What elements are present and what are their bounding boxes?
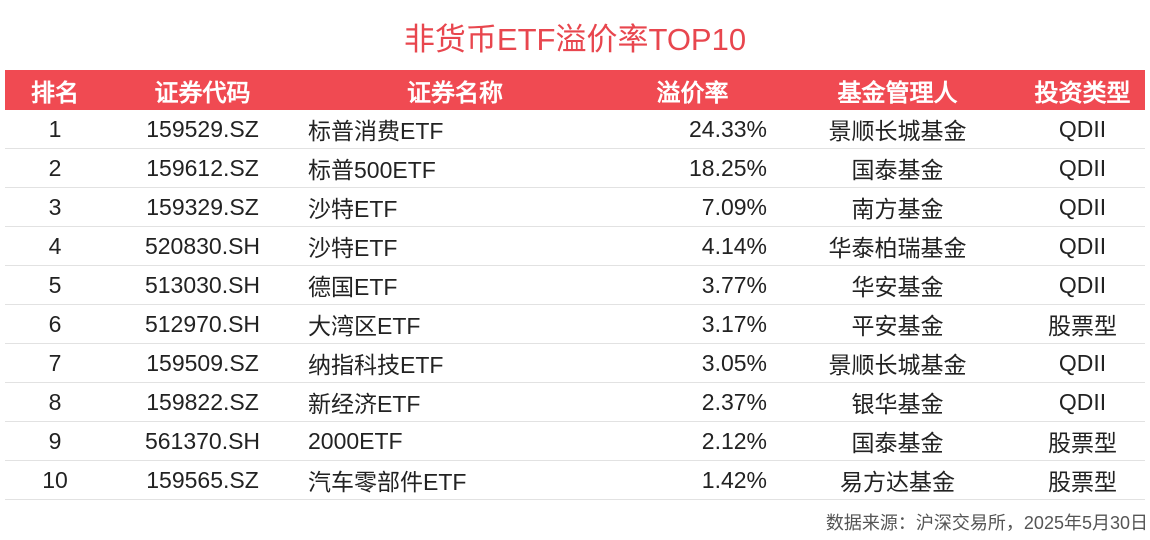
table-cell: 24.33% [610,110,775,149]
table-cell: 平安基金 [775,304,1020,344]
header-cell: 溢价率 [610,70,775,110]
table-cell: 景顺长城基金 [775,343,1020,383]
table-cell: 3.17% [610,304,775,344]
table-cell: 18.25% [610,148,775,188]
table-cell: QDII [1020,148,1145,188]
table-cell: 新经济ETF [300,382,610,422]
header-cell: 证券名称 [300,70,610,110]
table-cell: 2.37% [610,382,775,422]
table-cell: 股票型 [1020,421,1145,461]
table-cell: 159822.SZ [105,382,300,422]
table-cell: 3 [5,187,105,227]
table-cell: QDII [1020,343,1145,383]
table-cell: 2.12% [610,421,775,461]
header-cell: 排名 [5,70,105,110]
table-cell: 股票型 [1020,460,1145,500]
source-note: 数据来源：沪深交易所，2025年5月30日 [825,513,1148,533]
table-cell: 10 [5,460,105,500]
table-cell: 3.05% [610,343,775,383]
table-row: 2 159612.SZ 标普500ETF 18.25% 国泰基金 QDII [5,148,1145,188]
table-cell: 7 [5,343,105,383]
table-cell: 159612.SZ [105,148,300,188]
table-cell: 国泰基金 [775,148,1020,188]
table-cell: 2 [5,148,105,188]
title: 非货币ETF溢价率TOP10 [403,22,747,57]
table-cell: 5 [5,265,105,305]
table-cell: 4.14% [610,226,775,266]
table-cell: 6 [5,304,105,344]
table-row: 5 513030.SH 德国ETF 3.77% 华安基金 QDII [5,265,1145,305]
table-cell: 7.09% [610,187,775,227]
table-row: 7 159509.SZ 纳指科技ETF 3.05% 景顺长城基金 QDII [5,343,1145,383]
table-cell: QDII [1020,187,1145,227]
table-row: 9 561370.SH 2000ETF 2.12% 国泰基金 股票型 [5,421,1145,461]
table-cell: 德国ETF [300,265,610,305]
table-row: 3 159329.SZ 沙特ETF 7.09% 南方基金 QDII [5,187,1145,227]
table-row: 10 159565.SZ 汽车零部件ETF 1.42% 易方达基金 股票型 [5,460,1145,500]
table-row: 1 159529.SZ 标普消费ETF 24.33% 景顺长城基金 QDII [5,110,1145,149]
table-cell: QDII [1020,265,1145,305]
table-cell: 9 [5,421,105,461]
etf-table: 排名 证券代码 证券名称 溢价率 基金管理人 投资类型 1 159529.SZ 标普消费ETF… [5,70,1145,500]
header-cell: 证券代码 [105,70,300,110]
table-cell: 159565.SZ [105,460,300,500]
table-cell: 561370.SH [105,421,300,461]
table-cell: 汽车零部件ETF [300,460,610,500]
header-cell: 投资类型 [1020,70,1145,110]
table-cell: 2000ETF [300,421,610,461]
table-cell: 159329.SZ [105,187,300,227]
table-cell: 1 [5,110,105,149]
table-cell: 南方基金 [775,187,1020,227]
table-cell: QDII [1020,226,1145,266]
table-cell: 159529.SZ [105,110,300,149]
header-row: 排名 证券代码 证券名称 溢价率 基金管理人 投资类型 [5,70,1145,110]
table-cell: 8 [5,382,105,422]
table-cell: 512970.SH [105,304,300,344]
table-cell: 159509.SZ [105,343,300,383]
table-cell: QDII [1020,382,1145,422]
table-cell: 大湾区ETF [300,304,610,344]
table-cell: 银华基金 [775,382,1020,422]
table-cell: 纳指科技ETF [300,343,610,383]
table-cell: 华安基金 [775,265,1020,305]
table-row: 4 520830.SH 沙特ETF 4.14% 华泰柏瑞基金 QDII [5,226,1145,266]
table-cell: 1.42% [610,460,775,500]
table-row: 6 512970.SH 大湾区ETF 3.17% 平安基金 股票型 [5,304,1145,344]
table-cell: 易方达基金 [775,460,1020,500]
table-cell: 华泰柏瑞基金 [775,226,1020,266]
table-cell: 沙特ETF [300,187,610,227]
table-cell: QDII [1020,110,1145,149]
table-cell: 标普500ETF [300,148,610,188]
table-cell: 4 [5,226,105,266]
table-body: 1 159529.SZ 标普消费ETF 24.33% 景顺长城基金 QDII 2 159612… [5,110,1145,500]
table-cell: 513030.SH [105,265,300,305]
table-cell: 520830.SH [105,226,300,266]
table-cell: 标普消费ETF [300,110,610,149]
header-cell: 基金管理人 [775,70,1020,110]
table-row: 8 159822.SZ 新经济ETF 2.37% 银华基金 QDII [5,382,1145,422]
table-cell: 国泰基金 [775,421,1020,461]
table-cell: 股票型 [1020,304,1145,344]
table-cell: 沙特ETF [300,226,610,266]
table-cell: 景顺长城基金 [775,110,1020,149]
table-cell: 3.77% [610,265,775,305]
